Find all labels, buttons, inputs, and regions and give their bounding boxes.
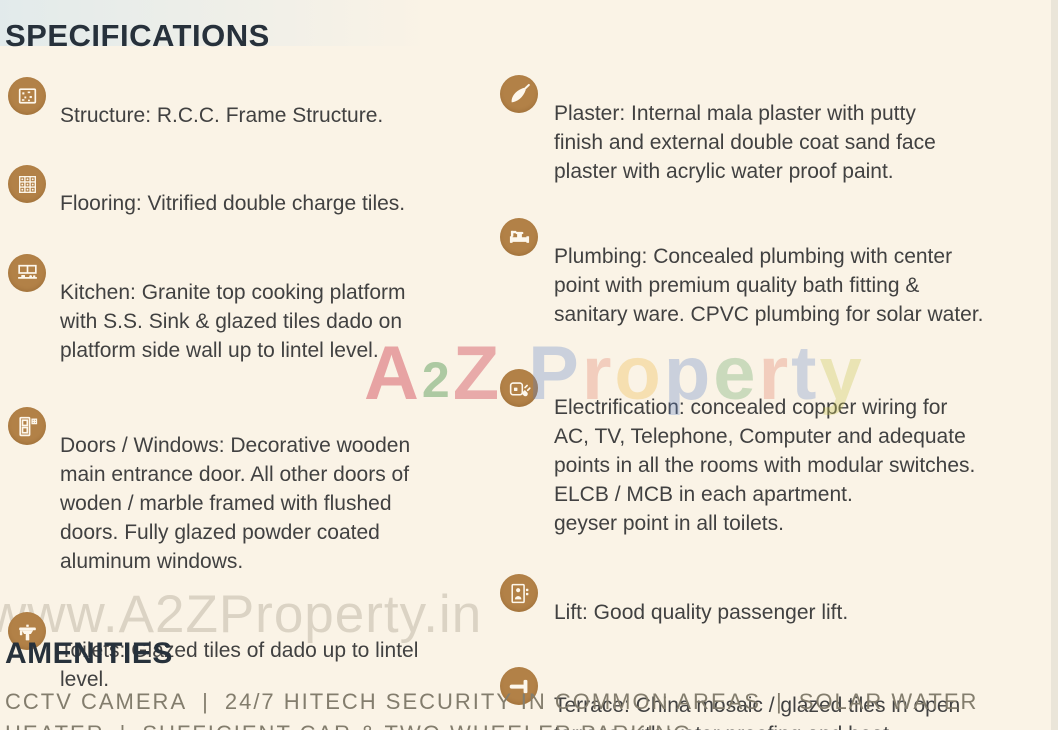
amenity-item: CCTV CAMERA	[5, 689, 188, 714]
washbasin-icon	[8, 612, 46, 650]
specs-column-right: Plaster: Internal mala plaster with putt…	[500, 75, 1056, 730]
spec-text: Electrification: concealed copper wiring…	[554, 396, 976, 535]
spec-text: Plumbing: Concealed plumbing with center…	[554, 245, 984, 326]
spec-item-doors-windows: Doors / Windows: Decorative wooden main …	[8, 407, 486, 597]
spec-text: Lift: Good quality passenger lift.	[554, 601, 849, 624]
lift-icon	[500, 574, 538, 612]
spec-text: Structure: R.C.C. Frame Structure.	[60, 104, 384, 127]
spec-item-lift: Lift: Good quality passenger lift.	[500, 574, 1056, 648]
amenity-item: SUFFICIENT CAR & TWO WHEELER PARKING	[142, 721, 692, 730]
amenities-separator: |	[120, 721, 128, 730]
specs-column-left: Structure: R.C.C. Frame Structure. Floor…	[8, 77, 486, 715]
spec-text: Plaster: Internal mala plaster with putt…	[554, 102, 936, 183]
door-window-icon	[8, 407, 46, 445]
spec-item-structure: Structure: R.C.C. Frame Structure.	[8, 77, 486, 151]
spec-item-electrification: Electrification: concealed copper wiring…	[500, 369, 1056, 559]
spec-text: Terrace: China mosaic / glazed tiles in …	[554, 694, 961, 730]
amenity-item: SOLAR WATER HEATER	[5, 689, 979, 730]
page-title: SPECIFICATIONS	[5, 17, 270, 53]
amenities-title: AMENITIES	[5, 636, 173, 670]
electric-plug-icon	[500, 369, 538, 407]
spec-item-plumbing: Plumbing: Concealed plumbing with center…	[500, 218, 1056, 350]
plaster-trowel-icon	[500, 75, 538, 113]
terrace-roller-icon	[500, 667, 538, 705]
right-edge-shade	[1051, 0, 1058, 730]
spec-item-toilets: Toilets: Glazed tiles of dado up to lint…	[8, 612, 486, 715]
pipe-valve-icon	[500, 218, 538, 256]
amenity-item: 24/7 HITECH SECURITY IN COMMON AREAS	[224, 689, 761, 714]
title-highlight-band	[0, 0, 430, 46]
spec-item-terrace: Terrace: China mosaic / glazed tiles in …	[500, 667, 1056, 730]
spec-item-plaster: Plaster: Internal mala plaster with putt…	[500, 75, 1056, 207]
spec-text: Doors / Windows: Decorative wooden main …	[60, 434, 411, 573]
spec-text: Kitchen: Granite top cooking platform wi…	[60, 281, 406, 362]
amenities-separator: |	[202, 689, 210, 714]
floor-tiles-icon	[8, 165, 46, 203]
amenities-list: CCTV CAMERA | 24/7 HITECH SECURITY IN COMM…	[5, 686, 990, 730]
spec-text: Toilets: Glazed tiles of dado up to lint…	[60, 639, 419, 691]
spec-item-kitchen: Kitchen: Granite top cooking platform wi…	[8, 254, 486, 386]
amenities-separator: |	[775, 689, 784, 714]
kitchen-platform-icon	[8, 254, 46, 292]
spec-text: Flooring: Vitrified double charge tiles.	[60, 192, 406, 215]
spec-item-flooring: Flooring: Vitrified double charge tiles.	[8, 165, 486, 239]
structure-blueprint-icon	[8, 77, 46, 115]
